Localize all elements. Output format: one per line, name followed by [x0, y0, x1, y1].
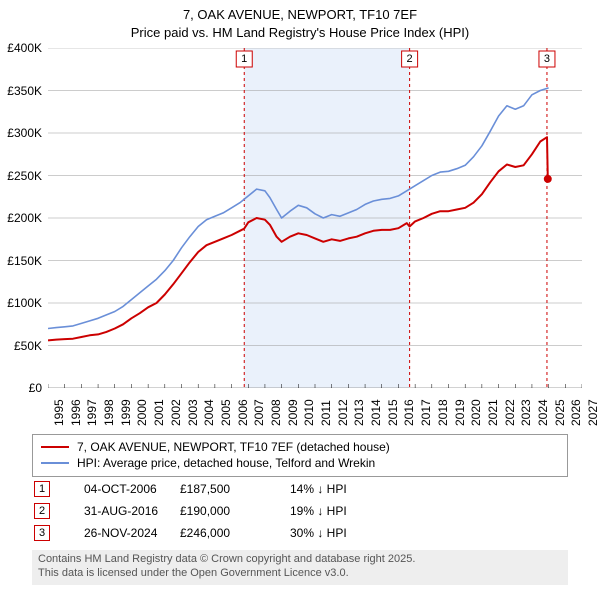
x-tick-label: 2007	[252, 399, 266, 426]
chart-title: 7, OAK AVENUE, NEWPORT, TF10 7EF Price p…	[0, 0, 600, 41]
x-tick-label: 2023	[519, 399, 533, 426]
chart-legend: 7, OAK AVENUE, NEWPORT, TF10 7EF (detach…	[32, 434, 568, 477]
svg-text:3: 3	[544, 53, 550, 65]
svg-text:1: 1	[241, 53, 247, 65]
x-tick-label: 2016	[402, 399, 416, 426]
legend-swatch	[41, 462, 69, 464]
svg-text:2: 2	[407, 53, 413, 65]
x-tick-label: 2001	[152, 399, 166, 426]
x-tick-label: 2003	[186, 399, 200, 426]
y-tick-label: £0	[0, 381, 42, 395]
x-tick-label: 1995	[52, 399, 66, 426]
x-tick-label: 2022	[503, 399, 517, 426]
sale-date: 04-OCT-2006	[50, 482, 180, 496]
x-tick-label: 2004	[202, 399, 216, 426]
x-tick-label: 1997	[85, 399, 99, 426]
x-tick-label: 2013	[352, 399, 366, 426]
x-tick-label: 2018	[436, 399, 450, 426]
sale-marker: 1	[34, 481, 50, 497]
sale-row: 326-NOV-2024£246,00030% ↓ HPI	[32, 522, 568, 544]
x-tick-label: 2024	[536, 399, 550, 426]
sale-diff: 30% ↓ HPI	[290, 526, 430, 540]
y-tick-label: £250K	[0, 169, 42, 183]
x-tick-label: 2025	[553, 399, 567, 426]
sale-row: 104-OCT-2006£187,50014% ↓ HPI	[32, 478, 568, 500]
legend-label: 7, OAK AVENUE, NEWPORT, TF10 7EF (detach…	[77, 440, 390, 454]
sale-marker: 2	[34, 503, 50, 519]
sale-diff: 14% ↓ HPI	[290, 482, 430, 496]
attribution-block: Contains HM Land Registry data © Crown c…	[32, 550, 568, 585]
x-tick-label: 2012	[336, 399, 350, 426]
chart-svg: 1 2 3	[48, 48, 582, 388]
sales-table: 104-OCT-2006£187,50014% ↓ HPI231-AUG-201…	[32, 478, 568, 544]
x-tick-label: 1998	[102, 399, 116, 426]
x-tick-label: 2026	[569, 399, 583, 426]
x-tick-label: 2021	[486, 399, 500, 426]
x-tick-label: 2000	[135, 399, 149, 426]
x-tick-label: 2011	[319, 400, 333, 426]
y-tick-label: £300K	[0, 126, 42, 140]
y-tick-label: £50K	[0, 339, 42, 353]
sale-price: £187,500	[180, 482, 290, 496]
y-tick-label: £350K	[0, 84, 42, 98]
chart-plot-area: 1 2 3	[48, 48, 582, 388]
x-tick-label: 2008	[269, 399, 283, 426]
x-tick-label: 2010	[302, 399, 316, 426]
x-tick-label: 1999	[119, 399, 133, 426]
sale-marker: 3	[34, 525, 50, 541]
y-tick-label: £150K	[0, 254, 42, 268]
attribution-line-1: Contains HM Land Registry data © Crown c…	[38, 553, 562, 567]
legend-label: HPI: Average price, detached house, Telf…	[77, 456, 375, 470]
title-line-2: Price paid vs. HM Land Registry's House …	[0, 24, 600, 42]
title-line-1: 7, OAK AVENUE, NEWPORT, TF10 7EF	[0, 6, 600, 24]
x-tick-label: 2015	[386, 399, 400, 426]
y-tick-label: £100K	[0, 296, 42, 310]
x-tick-label: 1996	[69, 399, 83, 426]
x-tick-label: 2005	[219, 399, 233, 426]
legend-swatch	[41, 446, 69, 448]
y-tick-label: £400K	[0, 41, 42, 55]
y-tick-label: £200K	[0, 211, 42, 225]
legend-item: HPI: Average price, detached house, Telf…	[41, 455, 559, 471]
sale-price: £190,000	[180, 504, 290, 518]
x-tick-label: 2009	[286, 399, 300, 426]
legend-item: 7, OAK AVENUE, NEWPORT, TF10 7EF (detach…	[41, 439, 559, 455]
x-tick-label: 2017	[419, 399, 433, 426]
sale-date: 26-NOV-2024	[50, 526, 180, 540]
sale-row: 231-AUG-2016£190,00019% ↓ HPI	[32, 500, 568, 522]
x-tick-label: 2002	[169, 399, 183, 426]
x-tick-label: 2020	[469, 399, 483, 426]
sale-diff: 19% ↓ HPI	[290, 504, 430, 518]
x-tick-label: 2006	[236, 399, 250, 426]
sale-date: 31-AUG-2016	[50, 504, 180, 518]
attribution-line-2: This data is licensed under the Open Gov…	[38, 567, 562, 581]
x-tick-label: 2014	[369, 399, 383, 426]
x-tick-label: 2027	[586, 399, 600, 426]
x-tick-label: 2019	[453, 399, 467, 426]
sale-price: £246,000	[180, 526, 290, 540]
x-axis-ticks: 1995199619971998199920002001200220032004…	[48, 392, 582, 432]
y-axis-ticks: £0£50K£100K£150K£200K£250K£300K£350K£400…	[0, 48, 46, 388]
